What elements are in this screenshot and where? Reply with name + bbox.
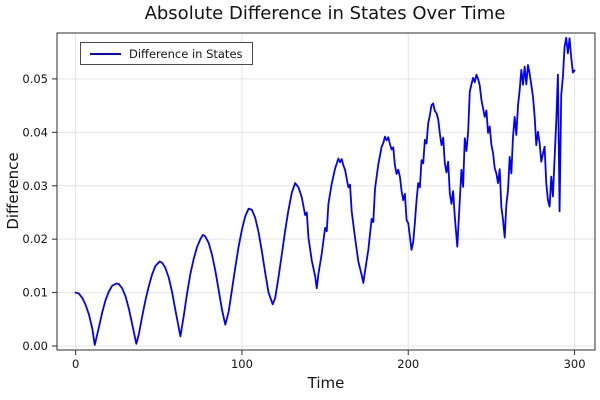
x-tick-label: 100 [231, 357, 253, 371]
plot-frame [56, 32, 596, 351]
legend-series-label: Difference in States [129, 46, 243, 61]
y-axis-label: Difference [4, 152, 22, 230]
legend-box: Difference in States [80, 42, 253, 65]
y-tick-label: 0.03 [22, 179, 48, 193]
x-axis-label: Time [307, 374, 345, 392]
x-tick-label: 300 [564, 357, 586, 371]
x-tick-label: 200 [397, 357, 419, 371]
y-tick-label: 0.00 [22, 339, 48, 353]
x-tick-label: 0 [72, 357, 79, 371]
chart-title: Absolute Difference in States Over Time [144, 3, 506, 24]
y-tick-label: 0.01 [22, 286, 48, 300]
difference-line-series [74, 36, 576, 346]
y-tick-label: 0.04 [22, 125, 48, 139]
y-tick-label: 0.05 [22, 72, 48, 86]
y-tick-label: 0.02 [22, 232, 48, 246]
legend-line-sample-icon [90, 52, 121, 55]
